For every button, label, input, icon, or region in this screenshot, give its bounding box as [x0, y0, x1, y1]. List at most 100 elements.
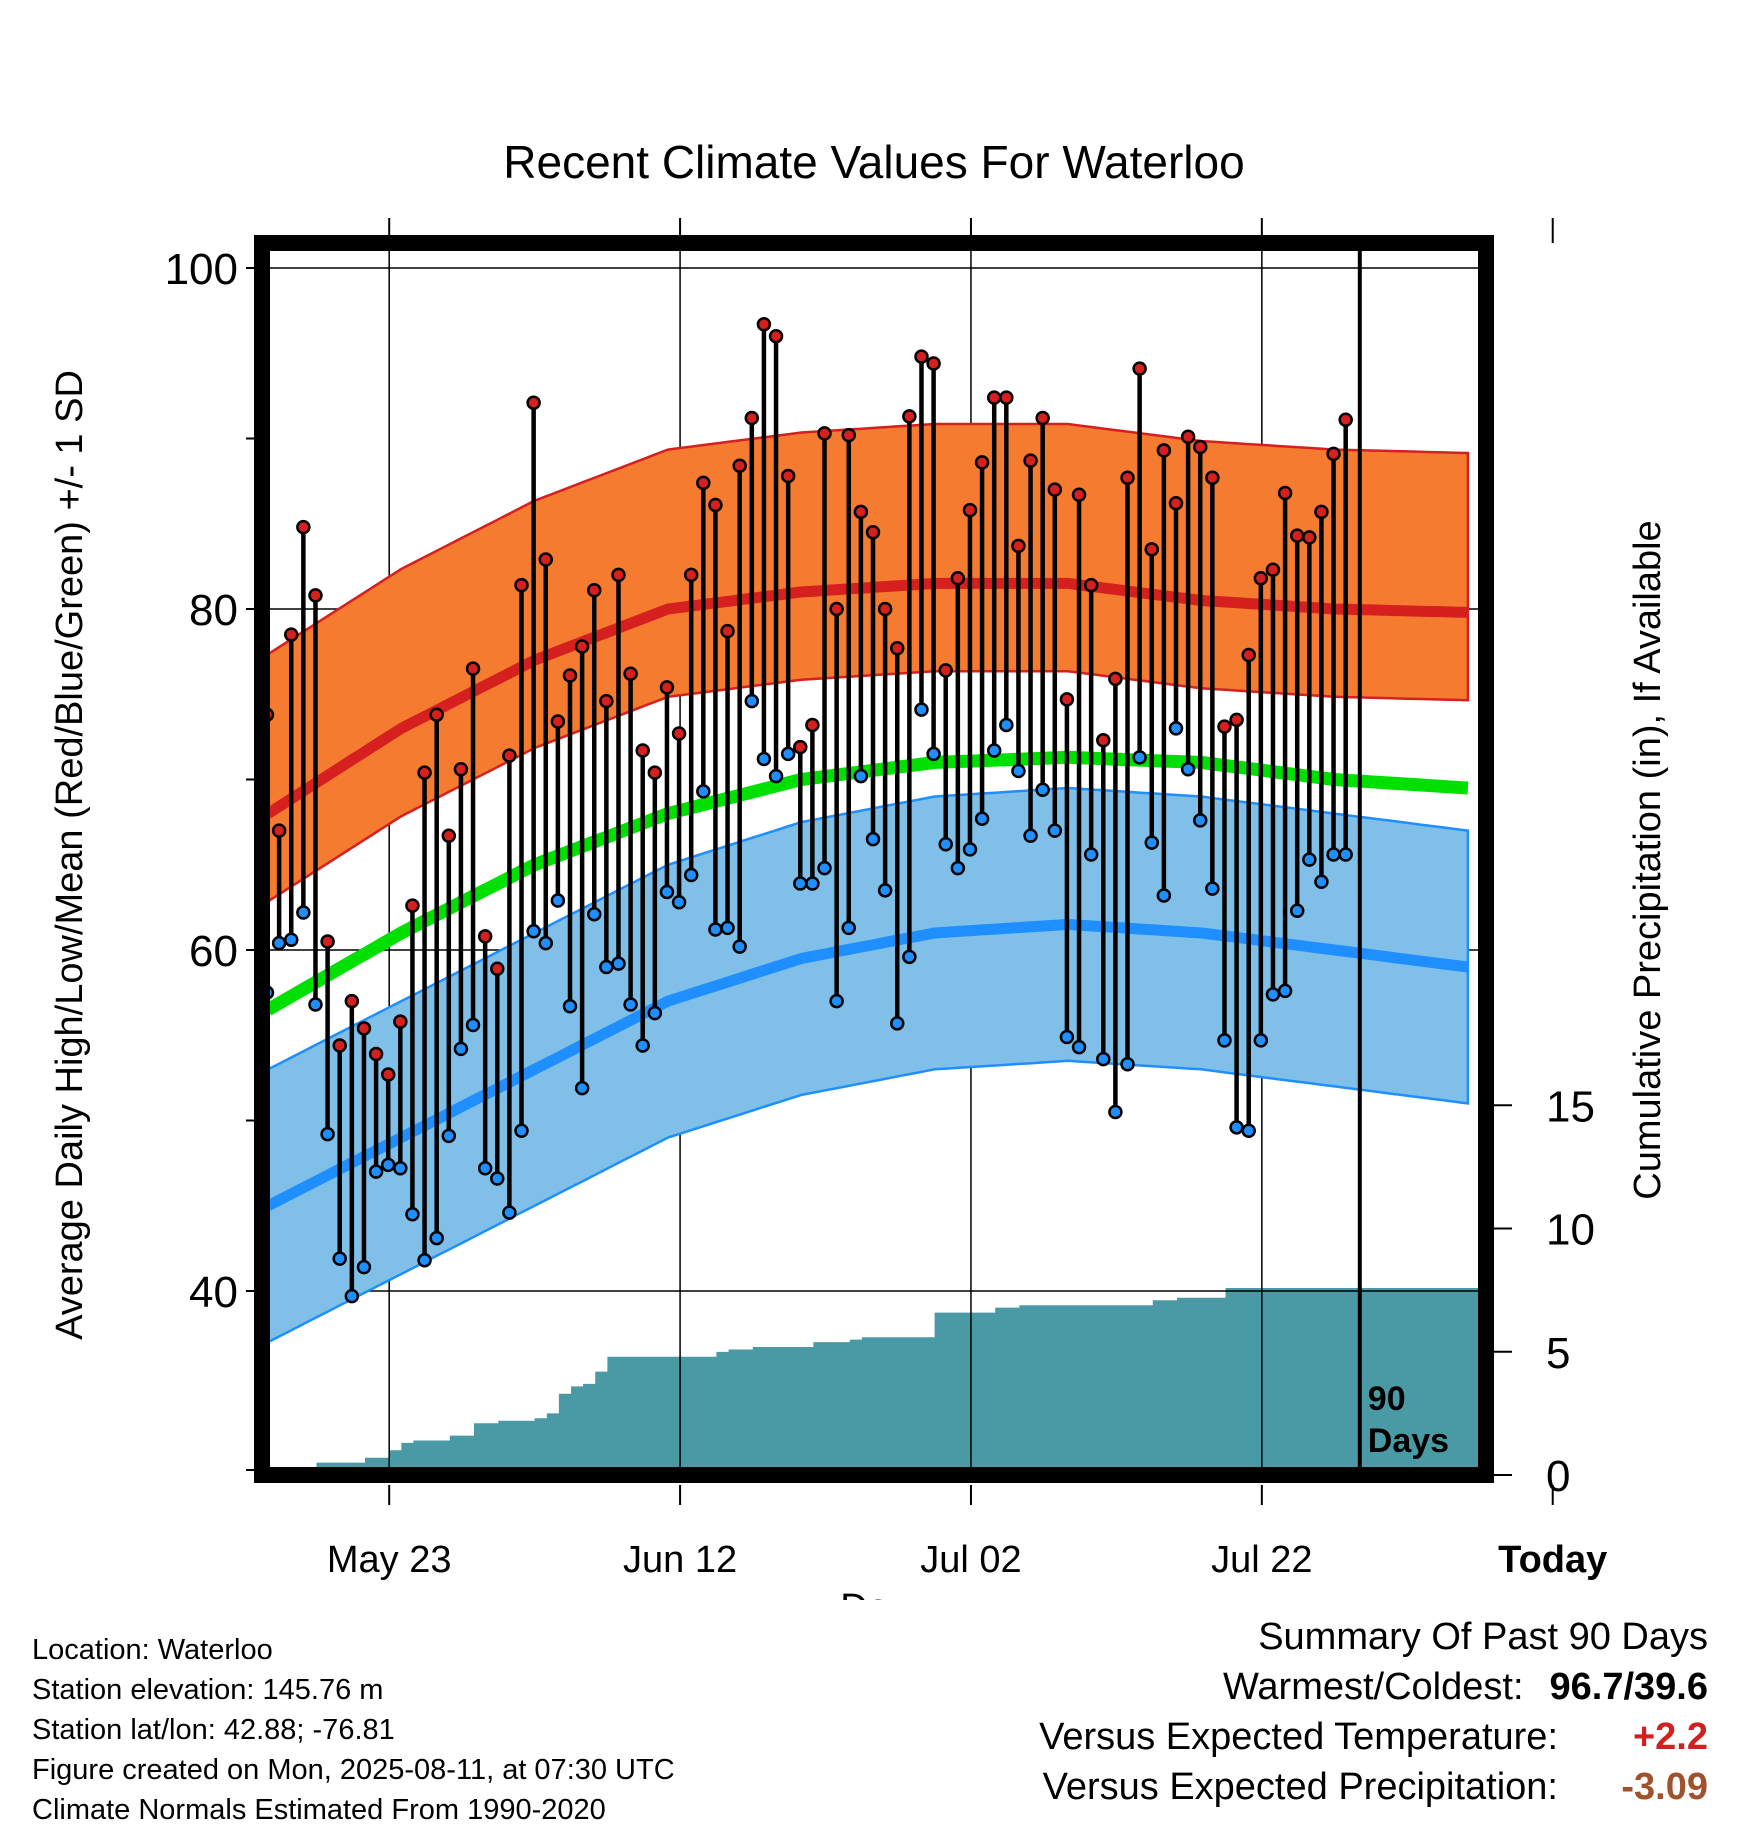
daily-low-point [902, 949, 917, 965]
daily-high-point [477, 929, 493, 944]
daily-low-point [368, 1164, 384, 1179]
daily-low-point [623, 997, 638, 1012]
daily-high-point [817, 426, 832, 441]
daily-high-point [320, 934, 335, 949]
daily-high-point [768, 328, 784, 344]
daily-high-point [417, 765, 432, 780]
climate-chart: Recent Climate Values For Waterloo 90 Day… [49, 136, 1669, 1600]
daily-low-point [562, 999, 578, 1014]
daily-low-point [465, 1017, 481, 1033]
y-tick-label: 60 [189, 927, 238, 976]
daily-low-point [1083, 847, 1099, 862]
daily-high-point [599, 693, 614, 709]
daily-low-point [490, 1171, 505, 1186]
daily-high-point [1132, 361, 1147, 376]
summary-heading: Summary Of Past 90 Days [1258, 1616, 1708, 1658]
daily-low-point [780, 746, 796, 762]
daily-low-point [1059, 1029, 1075, 1045]
daily-low-point [380, 1157, 396, 1173]
daily-low-point [283, 932, 299, 948]
summary-panel: Summary Of Past 90 Days Warmest/Coldest:… [1039, 1612, 1708, 1812]
daily-low-point [477, 1160, 493, 1176]
daily-low-point [1302, 852, 1317, 867]
temp-label: Versus Expected Temperature: [1039, 1716, 1558, 1758]
daily-high-point [441, 828, 457, 844]
daily-high-point [283, 627, 299, 642]
daily-low-point [1180, 762, 1196, 777]
daily-high-point [1156, 443, 1172, 458]
daily-high-point [308, 588, 323, 603]
daily-low-point [1314, 874, 1329, 890]
daily-high-point [659, 680, 675, 695]
x-tick-label: Today [1498, 1539, 1607, 1581]
daily-low-point [1047, 823, 1063, 838]
daily-low-point [344, 1288, 360, 1304]
daily-low-point [865, 831, 881, 847]
daily-high-point [1035, 410, 1050, 426]
daily-low-point [599, 959, 614, 975]
daily-high-point [271, 823, 287, 838]
daily-low-point [1253, 1033, 1269, 1048]
daily-high-point [1338, 412, 1353, 427]
daily-high-point [756, 317, 772, 332]
daily-low-point [611, 956, 626, 971]
daily-low-point [756, 751, 772, 767]
daily-low-point [732, 939, 747, 954]
daily-low-point [308, 997, 323, 1012]
daily-low-point [1217, 1033, 1232, 1048]
daily-low-point [429, 1230, 444, 1246]
daily-low-point [696, 784, 711, 799]
daily-high-point [853, 504, 869, 520]
daily-low-point [1277, 983, 1293, 999]
daily-high-point [1023, 453, 1038, 468]
daily-high-point [429, 707, 444, 722]
daily-high-point [671, 726, 687, 741]
daily-high-point [974, 455, 990, 470]
location-text: Location: Waterloo [32, 1634, 273, 1666]
daily-low-point [1168, 721, 1184, 736]
daily-high-point [1326, 446, 1341, 462]
daily-low-point [514, 1123, 529, 1138]
precip-row: Versus Expected Precipitation: -3.09 [1039, 1762, 1708, 1812]
daily-low-point [1071, 1039, 1087, 1055]
daily-low-point [1132, 750, 1147, 765]
daily-high-point [1229, 712, 1244, 728]
x-tick-label: Jul 22 [1211, 1539, 1312, 1581]
daily-high-point [465, 661, 481, 676]
daily-high-point [1096, 733, 1111, 748]
daily-high-point [1205, 470, 1220, 485]
daily-low-point [441, 1128, 457, 1144]
latlon-text: Station lat/lon: 42.88; -76.81 [32, 1714, 395, 1746]
daily-low-point [744, 693, 760, 709]
daily-high-point [708, 497, 723, 513]
daily-high-point [1180, 429, 1196, 445]
temp-row: Versus Expected Temperature: +2.2 [1039, 1712, 1708, 1762]
daily-low-point [356, 1259, 372, 1275]
daily-high-point [368, 1046, 384, 1062]
daily-high-point [1277, 485, 1293, 501]
daily-high-point [538, 552, 554, 567]
daily-low-point [877, 883, 893, 898]
daily-low-point [986, 743, 1002, 758]
daily-low-point [538, 935, 554, 951]
daily-low-point [962, 842, 978, 857]
daily-low-point [841, 920, 857, 936]
warm-cold-value: 96.7/39.6 [1549, 1666, 1708, 1708]
daily-high-point [877, 601, 893, 617]
daily-low-point [1265, 987, 1281, 1002]
daily-low-point [938, 837, 953, 852]
daily-high-point [514, 577, 529, 593]
daily-high-point [490, 961, 505, 977]
daily-high-point [986, 390, 1002, 405]
daily-high-point [586, 582, 602, 598]
daily-high-point [574, 639, 590, 654]
daily-low-point [502, 1205, 517, 1220]
daily-high-point [829, 601, 844, 617]
daily-low-point [417, 1253, 432, 1268]
daily-low-point [1192, 813, 1208, 828]
precip-value: -3.09 [1621, 1766, 1708, 1808]
daily-low-point [1338, 847, 1353, 862]
daily-low-point [320, 1126, 335, 1142]
daily-high-point [1120, 470, 1135, 485]
daily-high-point [380, 1067, 396, 1082]
